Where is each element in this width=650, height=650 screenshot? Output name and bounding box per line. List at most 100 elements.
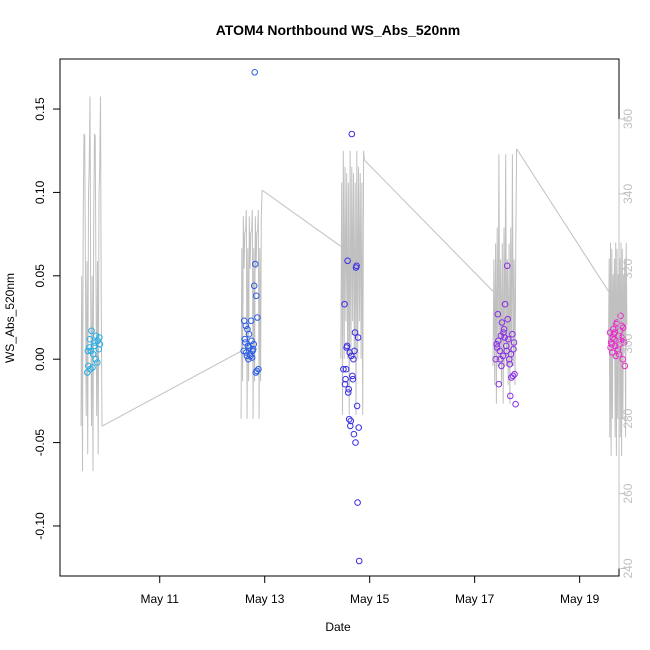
right-tick-label: 320	[621, 258, 635, 278]
data-point	[85, 362, 92, 370]
data-point	[347, 417, 355, 425]
data-point	[493, 344, 501, 351]
data-point	[510, 339, 518, 346]
data-point	[87, 365, 94, 373]
data-point	[507, 392, 514, 400]
data-point	[512, 400, 519, 408]
data-point	[350, 355, 357, 363]
data-point	[96, 340, 104, 348]
data-point	[354, 499, 361, 506]
plot-frame	[59, 58, 620, 577]
data-point	[506, 360, 514, 368]
data-point	[494, 310, 502, 318]
right-tick-label: 340	[621, 184, 635, 204]
data-point	[498, 362, 505, 370]
data-point	[609, 325, 617, 333]
data-point	[355, 557, 363, 565]
trace-connector	[261, 189, 342, 247]
data-point	[87, 347, 95, 355]
data-point	[254, 314, 261, 321]
data-point	[350, 430, 358, 438]
data-point	[348, 130, 356, 138]
data-point	[341, 300, 348, 308]
y-tick-label: 0.15	[33, 97, 47, 121]
right-tick-label: 260	[621, 483, 635, 503]
y-tick-label: 0.10	[33, 180, 47, 204]
trace-burst	[340, 150, 365, 415]
data-point	[607, 344, 614, 351]
data-point	[92, 355, 99, 363]
data-point	[613, 319, 621, 326]
data-point	[340, 365, 347, 373]
data-point	[84, 347, 92, 355]
data-point	[342, 365, 350, 373]
data-point	[353, 402, 361, 410]
data-point	[347, 422, 354, 430]
data-point	[349, 372, 356, 380]
data-point	[504, 315, 512, 323]
data-point	[252, 369, 260, 376]
data-point	[495, 380, 503, 388]
data-point	[500, 329, 507, 336]
data-point	[88, 327, 95, 335]
data-point	[348, 352, 355, 360]
y-tick-label: 0.05	[33, 264, 47, 288]
data-point	[349, 375, 357, 383]
data-point	[509, 372, 517, 380]
data-point	[90, 342, 98, 350]
data-point	[86, 335, 94, 343]
trace-burst	[80, 96, 103, 472]
data-point	[250, 340, 257, 348]
data-point	[344, 389, 352, 396]
data-point	[94, 359, 101, 366]
data-point	[89, 364, 96, 371]
data-point	[497, 355, 504, 363]
x-axis: May 11 May 13 May 15 May 17 May 19	[140, 575, 600, 606]
x-tick-label: May 11	[140, 592, 179, 606]
data-point	[248, 354, 256, 361]
trace-connector	[516, 148, 609, 292]
data-point	[501, 300, 509, 308]
data-point	[619, 355, 627, 363]
data-point	[502, 342, 510, 350]
data-point	[620, 339, 628, 346]
y-axis-label: WS_Abs_520nm	[3, 273, 17, 363]
data-point	[242, 339, 249, 346]
data-point	[243, 349, 250, 356]
data-point	[617, 312, 624, 320]
data-point	[352, 439, 359, 446]
data-point	[495, 337, 502, 345]
x-axis-label: Date	[325, 620, 351, 634]
data-point	[500, 325, 508, 333]
data-point	[241, 335, 249, 343]
data-point	[343, 342, 351, 350]
trace-burst	[240, 190, 263, 419]
data-point	[247, 317, 255, 325]
data-point	[616, 327, 624, 335]
data-point	[252, 260, 259, 268]
right-axis: 240 260 280 300 320 340 360	[618, 109, 635, 579]
trace-connector	[101, 350, 242, 427]
data-point	[96, 334, 103, 341]
y-tick-label: -0.10	[33, 512, 47, 540]
data-point	[345, 415, 353, 423]
data-point	[344, 257, 351, 265]
data-point	[510, 345, 517, 353]
data-point	[498, 319, 506, 326]
data-point	[89, 350, 97, 358]
data-point	[240, 317, 248, 325]
data-point	[503, 262, 511, 270]
y-tick-label: 0.00	[33, 347, 47, 371]
trace-connector	[364, 159, 494, 292]
chart-title: ATOM4 Northbound WS_Abs_520nm	[216, 22, 461, 38]
data-point	[253, 367, 261, 375]
data-point	[509, 330, 516, 338]
y-tick-label: -0.05	[33, 429, 47, 457]
data-point	[493, 340, 501, 348]
data-point	[342, 375, 349, 383]
data-point	[341, 380, 349, 388]
data-point	[252, 292, 260, 300]
data-point	[354, 334, 362, 341]
x-tick-label: May 15	[350, 592, 390, 606]
